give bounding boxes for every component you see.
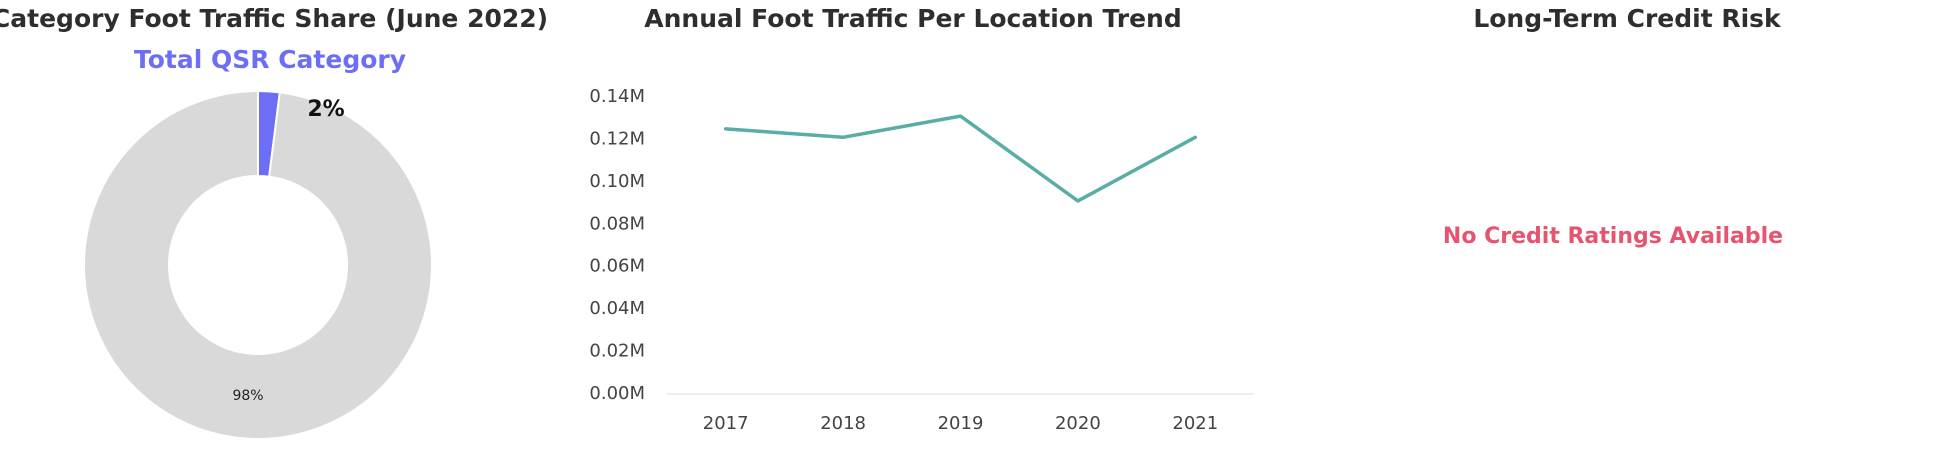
- x-tick-label: 2017: [703, 413, 749, 434]
- credit-risk-title: Long-Term Credit Risk: [1473, 4, 1781, 33]
- y-tick-label: 0.14M: [589, 86, 645, 107]
- trend-line-chart: 0.00M 0.02M 0.04M 0.06M 0.08M 0.10M 0.12M 0.14M…: [589, 86, 1254, 434]
- y-tick-label: 0.10M: [589, 171, 645, 192]
- donut-label-0: 2%: [307, 97, 344, 122]
- x-tick-label: 2019: [938, 413, 984, 434]
- trend-series-line: [723, 114, 1198, 203]
- share-donut-chart: 2% 98%: [83, 89, 433, 440]
- trend-chart-title: Annual Foot Traffic Per Location Trend: [644, 4, 1182, 33]
- x-tick-label: 2020: [1055, 413, 1101, 434]
- y-tick-label: 0.00M: [589, 383, 645, 404]
- donut-label-1: 98%: [232, 388, 263, 404]
- x-tick-label: 2021: [1172, 413, 1218, 434]
- y-tick-label: 0.08M: [589, 213, 645, 234]
- donut-slice-1: [83, 89, 433, 440]
- x-tick-label: 2018: [820, 413, 866, 434]
- no-credit-ratings-message: No Credit Ratings Available: [1442, 224, 1784, 249]
- y-tick-label: 0.12M: [589, 128, 645, 149]
- share-chart-subtitle: Total QSR Category: [133, 45, 407, 74]
- share-chart-title: Category Foot Traffic Share (June 2022): [0, 4, 549, 33]
- y-tick-label: 0.04M: [589, 298, 645, 319]
- y-tick-label: 0.06M: [589, 256, 645, 277]
- y-tick-label: 0.02M: [589, 341, 645, 362]
